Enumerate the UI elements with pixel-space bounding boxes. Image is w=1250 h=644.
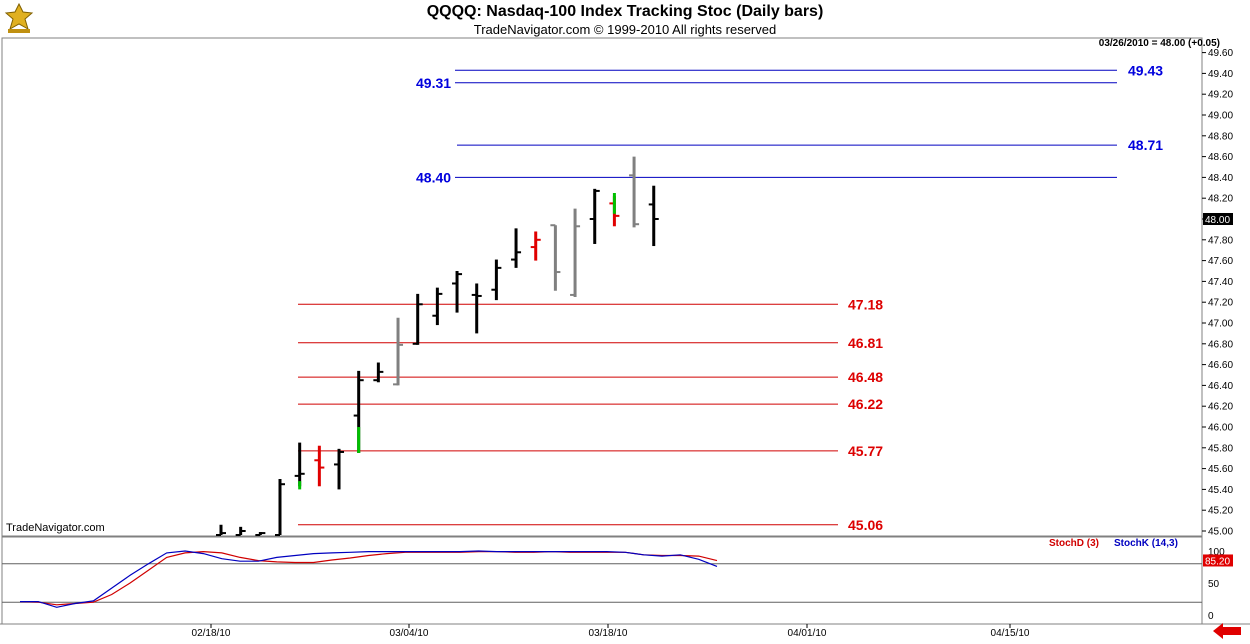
y-tick-label: 49.00 [1208,111,1233,122]
stoch-value-box [1203,554,1233,567]
y-tick-label: 45.80 [1208,443,1233,454]
stoch-tick-label: 0 [1208,611,1214,622]
support-label: 47.18 [848,296,883,312]
support-label: 46.48 [848,369,883,385]
x-tick-label: 03/18/10 [589,628,628,639]
stoch-tick-label: 100 [1208,547,1225,558]
y-tick-label: 45.00 [1208,527,1233,538]
date-axis: 02/18/10 03/04/10 03/18/10 04/01/10 04/15/10 [192,624,1030,639]
y-tick-label: 47.80 [1208,235,1233,246]
x-tick-label: 02/18/10 [192,628,231,639]
trade-navigator-logo-icon[interactable] [2,2,36,41]
support-label: 46.22 [848,396,883,412]
y-tick-label: 47.20 [1208,298,1233,309]
y-tick-label: 45.20 [1208,506,1233,517]
stoch-tick-label: 50 [1208,579,1220,590]
stochk-line [20,550,718,608]
level-lines: 49.43 49.31 48.71 48.40 47.18 46.81 46.48 46.22… [298,62,1163,533]
ohlc-bar [412,293,423,345]
support-label: 45.77 [848,443,883,459]
y-tick-label: 45.40 [1208,485,1233,496]
y-tick-label: 49.40 [1208,69,1233,80]
ohlc-bar [491,259,502,301]
y-tick-label: 46.80 [1208,339,1233,350]
x-tick-label: 03/04/10 [390,628,429,639]
ohlc-bar [314,445,325,487]
ohlc-bar [216,524,226,536]
resistance-label: 48.71 [1128,137,1163,153]
ohlc-bar [550,224,561,291]
resistance-label: 49.31 [416,75,451,91]
support-label: 46.81 [848,335,883,351]
y-tick-label: 47.40 [1208,277,1233,288]
scroll-left-arrow-icon[interactable] [1213,623,1243,644]
y-tick-label: 49.60 [1208,48,1233,59]
legend-stochd: StochD (3) [1049,538,1099,549]
x-tick-label: 04/01/10 [788,628,827,639]
price-panel-border [1,37,1203,537]
last-price-info: 03/26/2010 = 48.00 (+0.05) [1098,38,1220,49]
ohlc-bar [255,532,266,536]
ohlc-bar [589,188,600,244]
support-label: 45.06 [848,517,883,533]
ohlc-bar [275,479,286,536]
ohlc-bar [452,271,463,313]
y-tick-label: 46.40 [1208,381,1233,392]
ohlc-bar [511,228,522,268]
ohlc-bar [334,448,345,490]
x-tick-label: 04/15/10 [991,628,1030,639]
y-tick-label: 48.80 [1208,131,1233,142]
chart-title: QQQQ: Nasdaq-100 Index Tracking Stoc (Da… [426,3,824,20]
legend-stochk: StochK (14,3) [1114,538,1178,549]
y-tick-label: 45.60 [1208,464,1233,475]
y-tick-label: 46.00 [1208,423,1233,434]
ohlc-bars [216,156,659,536]
ohlc-bar [235,526,246,536]
resistance-label: 49.43 [1128,62,1163,78]
last-price-label: 48.00 [1205,215,1230,226]
watermark-text: TradeNavigator.com [6,522,105,534]
y-tick-label: 48.60 [1208,152,1233,163]
ohlc-bar [432,287,443,326]
last-price-box [1203,213,1233,225]
y-tick-label: 47.00 [1208,319,1233,330]
chart-subtitle: TradeNavigator.com © 1999-2010 All right… [473,22,777,37]
y-tick-label: 47.60 [1208,256,1233,267]
ohlc-bar [373,362,384,383]
ohlc-bar [471,283,482,334]
price-axis: 45.00 45.20 45.40 45.60 45.80 46.00 46.20 46.40… [1202,48,1233,538]
ohlc-bar [629,156,640,228]
ohlc-bar [570,208,581,297]
y-tick-label: 49.20 [1208,90,1233,101]
ohlc-bar [294,442,305,487]
ohlc-bar [530,231,541,261]
y-tick-label: 48.20 [1208,194,1233,205]
ohlc-bar [393,317,404,386]
stoch-panel-border [1,536,1203,625]
ohlc-bar [648,185,659,247]
resistance-label: 48.40 [416,169,451,185]
y-tick-label: 48.40 [1208,173,1233,184]
stochd-line [19,550,718,606]
stoch-value-label: 85.20 [1205,556,1230,567]
y-tick-label: 46.20 [1208,402,1233,413]
y-tick-label: 46.60 [1208,360,1233,371]
price-panel-frame [0,37,1250,625]
